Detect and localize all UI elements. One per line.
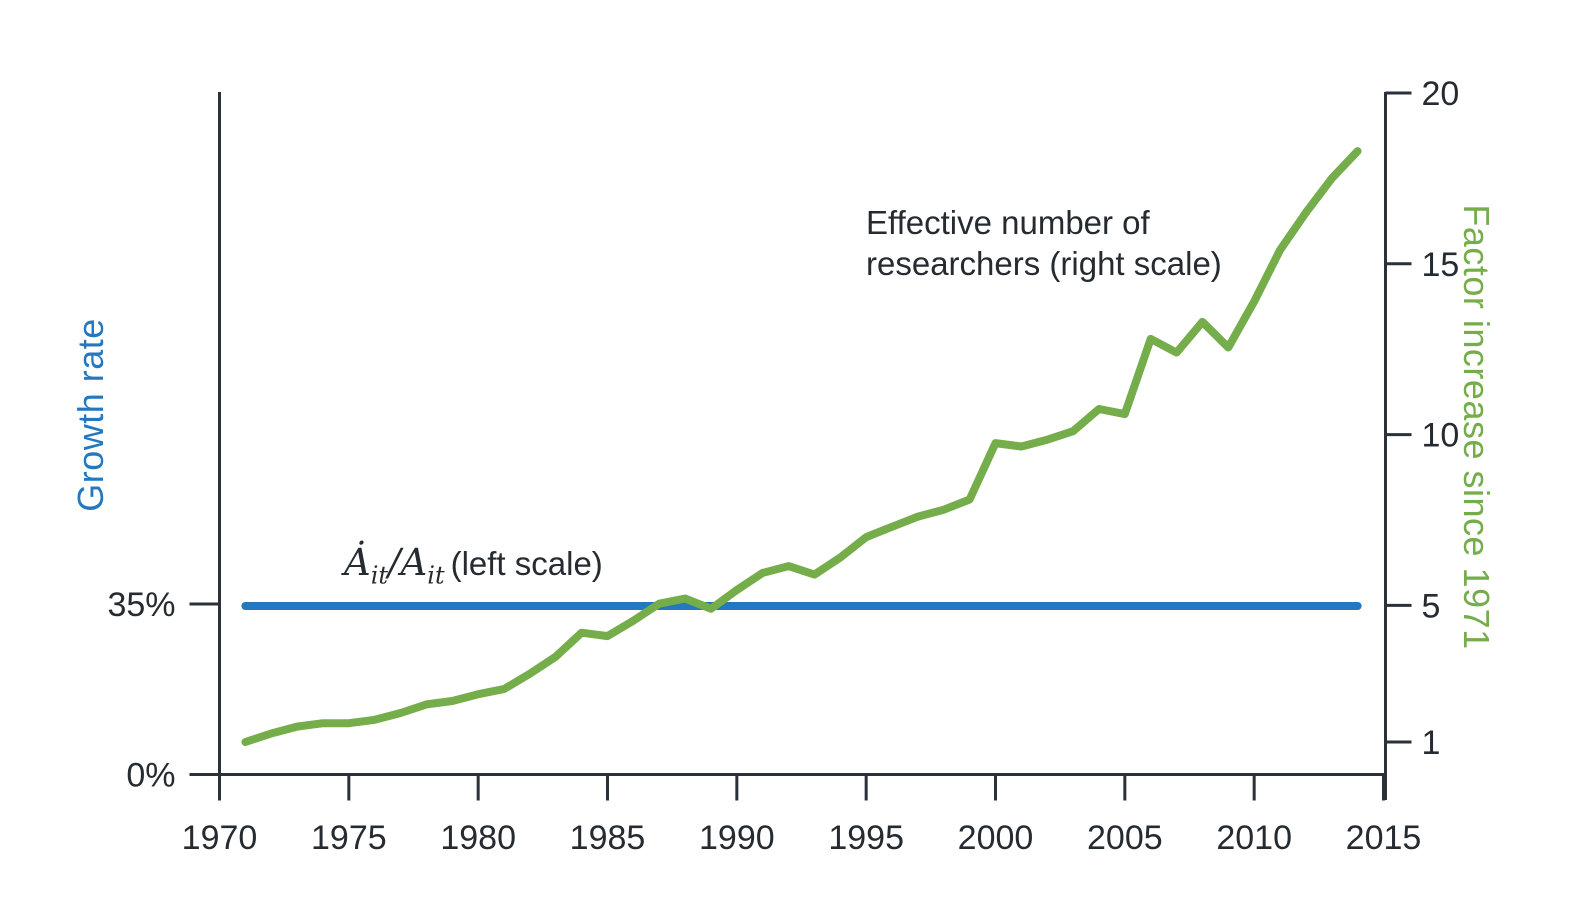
researchers-annotation-line2: researchers (right scale): [866, 245, 1222, 282]
x-tick-label: 2000: [958, 819, 1034, 857]
growth-formula-suffix: (left scale): [450, 545, 603, 582]
left-tick-label: 0%: [126, 757, 175, 795]
right-tick-label: 1: [1422, 724, 1441, 762]
x-tick-label: 1995: [828, 819, 904, 857]
right-tick-label: 20: [1422, 75, 1460, 113]
x-tick-label: 1975: [311, 819, 387, 857]
x-tick-label: 1980: [440, 819, 516, 857]
growth-formula: Ȧit/Ait: [344, 541, 445, 590]
left-tick-label: 35%: [107, 586, 175, 624]
x-tick-label: 2015: [1346, 819, 1422, 857]
right-axis-title: Factor increase since 1971: [1456, 204, 1497, 650]
growth-line-annotation: Ȧit/Ait (left scale): [344, 541, 603, 590]
x-tick-label: 1990: [699, 819, 775, 857]
left-axis-title: Growth rate: [70, 318, 111, 512]
x-tick-label: 2010: [1216, 819, 1292, 857]
x-tick-label: 2005: [1087, 819, 1163, 857]
researchers-line: [241, 147, 1362, 746]
right-tick-label: 15: [1422, 246, 1460, 284]
x-tick-label: 1970: [182, 819, 258, 857]
x-tick-label: 1985: [570, 819, 646, 857]
right-tick-label: 5: [1422, 587, 1441, 625]
researchers-annotation-line1: Effective number of: [866, 204, 1150, 241]
researchers-annotation: Effective number of researchers (right s…: [866, 202, 1222, 284]
right-tick-label: 10: [1422, 417, 1460, 455]
